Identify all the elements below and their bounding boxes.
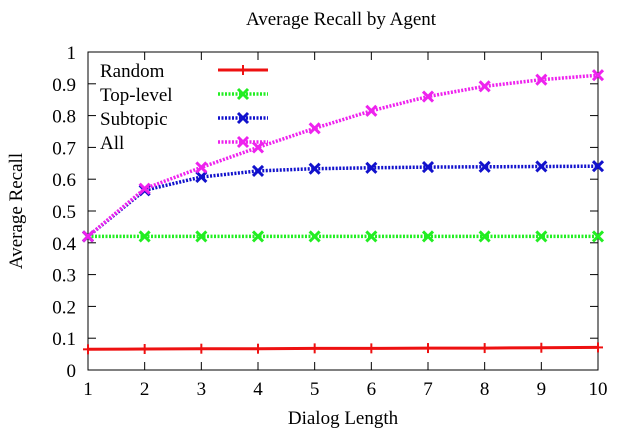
data-point-random [309,343,320,354]
data-point-random [593,342,603,353]
series-top-level [81,230,605,243]
legend-label: All [100,133,124,154]
legend-label: Random [100,61,165,82]
data-point-all [535,73,548,86]
y-tick-label: 0.6 [52,170,76,191]
y-tick-label: 0.4 [52,234,76,255]
y-tick-label: 0.3 [52,266,76,287]
legend-entry-top-level: Top-level [100,85,268,106]
legend-label: Subtopic [100,109,168,130]
data-point-subtopic [308,162,321,175]
x-tick-label: 6 [367,379,377,400]
data-point-subtopic [478,160,491,173]
y-tick-label: 0.1 [52,329,76,350]
data-point-all [478,80,491,93]
data-point-random [139,344,150,355]
legend-entry-subtopic: Subtopic [100,109,268,130]
data-point-all [251,141,265,154]
x-tick-label: 9 [537,379,547,400]
data-point-random [83,344,93,355]
legend-marker [236,135,250,149]
x-tick-label: 8 [480,379,490,400]
x-tick-label: 10 [589,379,608,400]
data-point-subtopic [251,164,265,177]
axes: 0 0.1 0.2 0.3 0.4 0.5 0.6 0.7 0.8 0.9 1 1 2 3 4 5 6 7 8 9 10 [52,43,607,400]
series-line-subtopic [86,164,599,238]
data-point-top-level [365,230,378,243]
y-tick-label: 0.9 [52,75,76,96]
data-point-all [591,69,605,82]
x-axis-label: Dialog Length [288,408,399,429]
series-all [81,69,605,243]
x-tick-label: 2 [140,379,150,400]
data-point-random [423,343,433,354]
legend-entry-random: Random [100,61,268,82]
data-point-all [195,161,208,174]
series-line-all [86,73,599,238]
data-point-all [138,182,151,195]
data-point-random [536,342,547,353]
y-tick-label: 0.2 [52,297,76,318]
chart-title: Average Recall by Agent [246,9,437,30]
data-point-random [196,343,207,354]
data-point-top-level [535,230,548,243]
data-point-random [366,343,377,354]
data-point-subtopic [365,161,378,174]
data-point-all [308,122,321,135]
data-point-subtopic [421,161,435,174]
data-point-top-level [308,230,321,243]
x-tick-label: 3 [197,379,207,400]
y-tick-label: 0 [67,361,77,382]
y-tick-label: 1 [67,43,77,64]
data-point-top-level [478,230,491,243]
legend-marker [236,87,250,101]
series-random [83,342,603,355]
legend-label: Top-level [100,85,173,106]
data-point-subtopic [591,160,605,173]
data-point-subtopic [535,160,548,173]
x-tick-label: 4 [253,379,263,400]
y-tick-label: 0.5 [52,202,76,223]
data-point-top-level [421,230,435,243]
data-point-top-level [195,230,208,243]
data-point-top-level [251,230,265,243]
series-subtopic [81,160,605,243]
legend: Random Top-level Subtopic All [100,61,268,154]
x-tick-label: 7 [423,379,433,400]
data-point-all [365,104,378,117]
data-point-random [253,343,263,354]
legend-marker [236,111,250,125]
data-point-top-level [591,230,605,243]
x-tick-label: 5 [310,379,320,400]
legend-entry-all: All [100,133,268,154]
y-axis-label: Average Recall [6,153,27,269]
data-point-random [479,343,490,354]
x-tick-label: 1 [83,379,93,400]
data-point-all [421,90,435,103]
data-point-top-level [138,230,151,243]
data-point-subtopic [195,170,208,184]
series-layer [81,69,605,355]
series-line-random [87,345,599,351]
legend-marker [238,65,248,75]
y-tick-label: 0.7 [52,138,76,159]
data-point-all [81,230,95,243]
y-tick-label: 0.8 [52,107,76,128]
